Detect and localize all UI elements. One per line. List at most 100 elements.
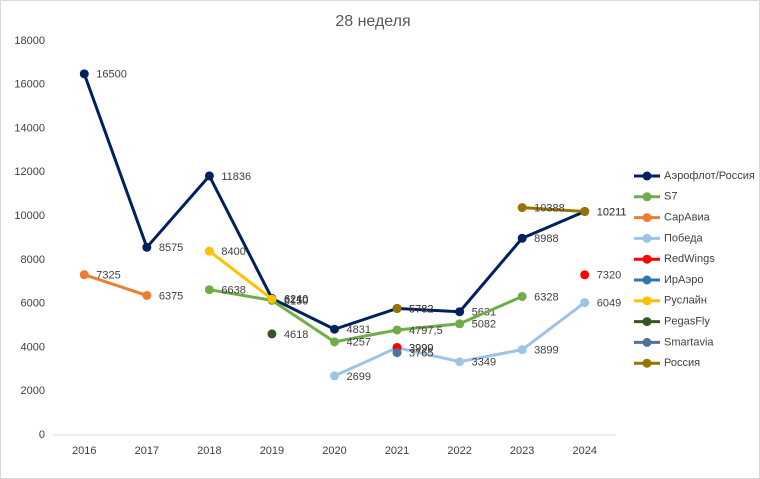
data-label: 6049 xyxy=(597,298,621,310)
data-point xyxy=(330,337,339,347)
x-tick-label: 2019 xyxy=(260,445,284,457)
data-point xyxy=(79,270,89,280)
series-line xyxy=(83,273,148,297)
y-tick-label: 8000 xyxy=(21,254,45,266)
series-line xyxy=(209,288,523,344)
data-label: 6150 xyxy=(284,295,308,307)
legend-marker xyxy=(642,337,652,347)
legend-label: Руслайн xyxy=(664,295,707,307)
data-point xyxy=(330,371,339,381)
legend-marker xyxy=(642,192,652,202)
data-point xyxy=(580,298,590,308)
data-point xyxy=(204,285,214,295)
data-label: 5082 xyxy=(472,319,496,331)
data-point xyxy=(392,325,402,335)
x-tick-label: 2018 xyxy=(197,445,221,457)
data-label: 11836 xyxy=(221,171,251,183)
legend-label: СарАвиа xyxy=(664,212,711,224)
data-label: 4797,5 xyxy=(409,325,443,337)
legend-label: PegasFly xyxy=(664,316,710,328)
data-point xyxy=(517,203,527,213)
data-point xyxy=(142,290,152,300)
y-tick-label: 6000 xyxy=(21,298,45,310)
legend-marker xyxy=(642,213,652,223)
data-label: 6328 xyxy=(534,291,558,303)
legend-marker xyxy=(642,254,652,264)
data-label: 10211 xyxy=(597,206,627,218)
data-label: 3899 xyxy=(534,345,558,357)
data-point xyxy=(79,69,89,79)
data-point xyxy=(580,270,590,280)
data-point xyxy=(455,319,465,329)
x-tick-label: 2017 xyxy=(135,445,159,457)
x-tick-label: 2021 xyxy=(385,445,409,457)
data-label: 8400 xyxy=(221,246,245,258)
data-label: 7320 xyxy=(597,270,621,282)
data-label: 4257 xyxy=(347,337,371,349)
data-label: 4831 xyxy=(347,324,371,336)
data-point xyxy=(392,348,402,358)
data-label: 16500 xyxy=(96,69,127,81)
legend-label: Smartavia xyxy=(664,336,714,348)
x-tick-label: 2020 xyxy=(322,445,346,457)
x-tick-label: 2023 xyxy=(510,445,534,457)
y-tick-label: 4000 xyxy=(21,341,45,353)
data-point xyxy=(267,329,277,339)
data-point xyxy=(455,307,465,317)
data-label: 3990 xyxy=(409,343,433,355)
series-line xyxy=(522,206,585,213)
data-label: 2699 xyxy=(347,371,371,383)
y-tick-label: 14000 xyxy=(14,122,45,134)
x-tick-label: 2024 xyxy=(572,445,596,457)
y-tick-label: 10000 xyxy=(14,210,45,222)
data-point xyxy=(517,233,527,243)
legend-label: Аэрофлот/Россия xyxy=(664,170,755,182)
data-label: 7325 xyxy=(96,270,120,282)
data-point xyxy=(517,345,527,355)
data-label: 3349 xyxy=(472,357,496,369)
data-point xyxy=(517,291,527,301)
y-tick-label: 0 xyxy=(39,429,45,441)
data-label: 5782 xyxy=(409,303,433,315)
y-tick-label: 16000 xyxy=(14,79,45,91)
legend-marker xyxy=(642,233,652,243)
data-label: 8575 xyxy=(159,242,183,254)
chart-title: 28 неделя xyxy=(335,13,410,30)
data-label: 5782 xyxy=(409,303,433,315)
y-tick-label: 12000 xyxy=(14,166,45,178)
data-label: 6240 xyxy=(284,293,308,305)
data-label: 10211 xyxy=(597,206,627,218)
data-point xyxy=(580,206,590,216)
data-label: 4618 xyxy=(284,329,308,341)
data-label: 8988 xyxy=(534,233,558,245)
legend-label: RedWings xyxy=(664,253,715,265)
data-label: 3999 xyxy=(409,342,433,354)
data-label: 10388 xyxy=(534,203,565,215)
legend-label: Россия xyxy=(664,357,700,369)
legend-label: S7 xyxy=(664,191,677,203)
legend-marker xyxy=(642,317,652,327)
legend-label: ИрАэро xyxy=(664,274,703,286)
legend-marker xyxy=(642,171,652,181)
data-point xyxy=(392,303,402,313)
data-point xyxy=(267,294,277,304)
data-point xyxy=(142,242,152,252)
x-tick-label: 2022 xyxy=(447,445,471,457)
series-line xyxy=(208,249,273,301)
y-tick-label: 2000 xyxy=(21,385,45,397)
legend-marker xyxy=(642,358,652,368)
legend-marker xyxy=(642,296,652,306)
y-tick-label: 18000 xyxy=(14,35,45,47)
x-tick-label: 2016 xyxy=(72,445,96,457)
data-point xyxy=(204,171,214,181)
legend-label: Победа xyxy=(664,232,703,244)
data-point xyxy=(204,246,214,256)
data-label: 6638 xyxy=(221,285,245,297)
data-label: 3765 xyxy=(409,347,433,359)
data-point xyxy=(330,324,339,334)
data-point xyxy=(455,357,465,367)
legend-marker xyxy=(642,275,652,285)
data-label: 6375 xyxy=(159,290,183,302)
